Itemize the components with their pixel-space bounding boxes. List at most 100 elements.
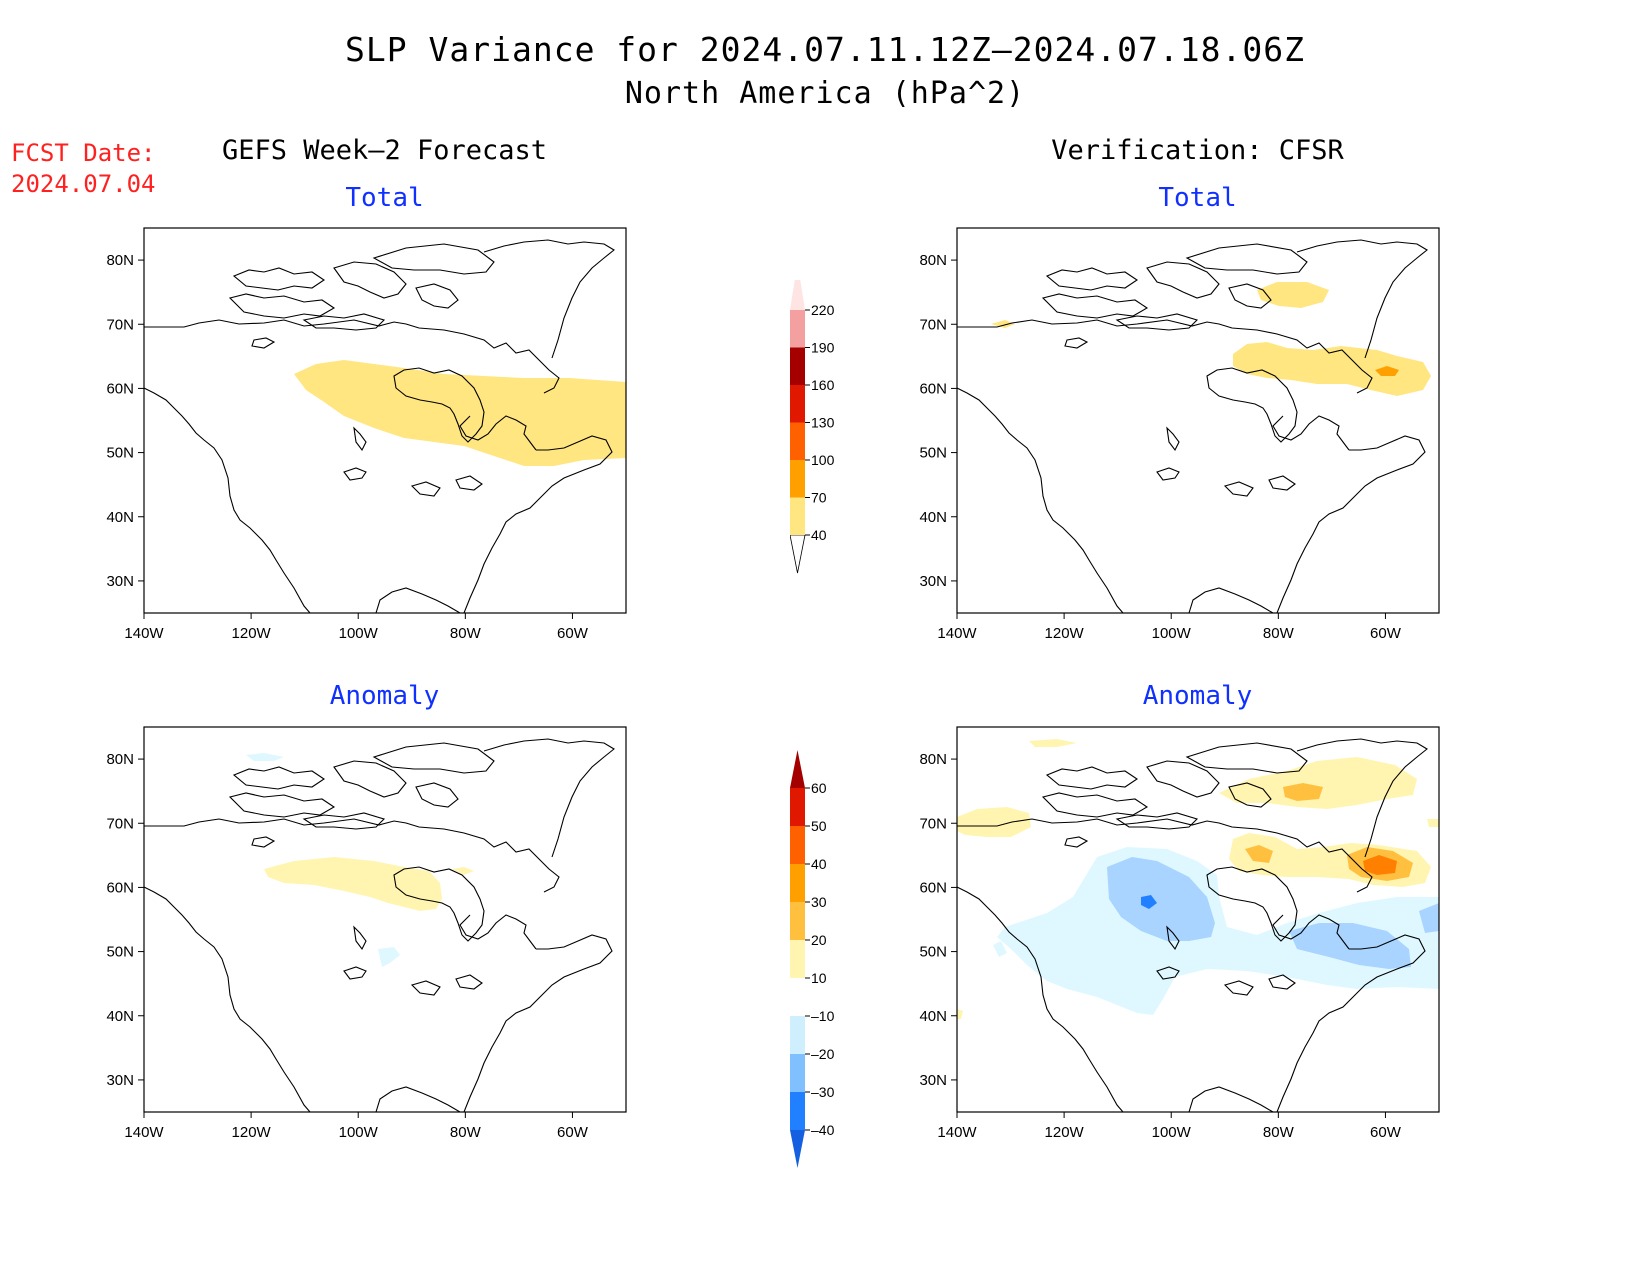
lat-tick-label: 50N	[919, 445, 947, 462]
anomaly-positive-region	[957, 807, 1031, 837]
variance-40-70-region	[294, 360, 626, 466]
map-plot-area	[957, 738, 1439, 1112]
lon-tick-label: 140W	[124, 1124, 164, 1141]
coastline	[1041, 792, 1149, 818]
map-frame	[956, 726, 1440, 1113]
lat-tick-label: 80N	[919, 252, 947, 269]
lon-tick-label: 100W	[1152, 1124, 1192, 1141]
coastline	[393, 367, 485, 443]
coastline	[1206, 866, 1298, 942]
coastline	[1045, 766, 1138, 790]
lon-tick-label: 60W	[557, 625, 589, 642]
lat-tick-label: 70N	[919, 316, 947, 333]
anomaly-30-40-negative-region	[1141, 895, 1157, 909]
anomaly-negative-region	[993, 941, 1007, 957]
lon-tick-label: 80W	[450, 625, 482, 642]
coastline	[1223, 980, 1254, 996]
coastline	[251, 836, 276, 848]
colorbar-label: –20	[811, 1046, 835, 1062]
coastline	[1276, 934, 1426, 1112]
anomaly-negative-region	[246, 753, 284, 761]
variance-40-70-region	[1233, 342, 1431, 396]
lat-tick-label: 30N	[106, 1072, 134, 1089]
lon-tick-label: 140W	[937, 625, 977, 642]
coastline	[302, 313, 386, 331]
forecast-total-map: 140W 120W 100W 80W 60W 80N 70N 60N 50N 40N 30N	[106, 227, 627, 642]
forecast-anomaly-map: 140W 120W 100W 80W 60W 80N 70N 60N 50N 40N 30N	[106, 726, 627, 1141]
coastline	[1268, 475, 1296, 491]
coastline	[353, 426, 367, 452]
coastline	[1156, 966, 1180, 980]
anomaly-positive-region	[452, 867, 474, 875]
lat-tick-label: 70N	[919, 815, 947, 832]
coastline	[228, 293, 336, 319]
map-frame	[143, 726, 627, 1113]
colorbar-label: 40	[811, 527, 827, 543]
map-plot-area	[144, 738, 615, 1112]
coastline	[333, 760, 407, 798]
coastline	[483, 239, 615, 359]
colorbar-box	[790, 385, 805, 423]
coastline	[232, 267, 325, 291]
variance-40-70-region	[991, 320, 1015, 328]
map-frame	[956, 227, 1440, 614]
lat-tick-label: 80N	[919, 751, 947, 768]
coastline	[415, 782, 459, 808]
coastline	[1185, 742, 1308, 774]
colorbar-label: 30	[811, 894, 827, 910]
anomaly-negative-region	[378, 947, 400, 967]
coastline	[1064, 836, 1089, 848]
lat-tick-label: 70N	[106, 815, 134, 832]
forecast-total-title: Total	[345, 183, 424, 213]
anomaly-positive-region	[1219, 757, 1417, 809]
coastline	[1223, 481, 1254, 497]
coastline	[1272, 914, 1350, 950]
coastline	[1115, 313, 1199, 331]
colorbar-label: 50	[811, 818, 827, 834]
anomaly-20-30-region	[1283, 783, 1323, 801]
coastline	[1041, 293, 1149, 319]
coastline	[372, 742, 495, 774]
coastline	[463, 934, 613, 1112]
coastline	[144, 818, 560, 893]
lat-tick-label: 70N	[106, 316, 134, 333]
forecast-anomaly-title: Anomaly	[329, 681, 440, 711]
anomaly-20-30-region	[1245, 845, 1273, 863]
coastline	[1268, 974, 1296, 990]
lon-tick-label: 100W	[1152, 625, 1192, 642]
coastline	[1146, 760, 1220, 798]
coastline	[459, 914, 537, 950]
colorbar-label: 220	[811, 302, 835, 318]
fcst-label: FCST Date:	[11, 139, 156, 167]
coastline	[957, 387, 1124, 613]
coastline	[1185, 243, 1308, 275]
coastline	[957, 818, 1373, 893]
colorbar-label: –10	[811, 1008, 835, 1024]
lat-tick-label: 50N	[106, 944, 134, 961]
colorbar-label: 20	[811, 932, 827, 948]
coastline	[1272, 415, 1350, 451]
variance-40-70-region	[1257, 282, 1329, 308]
anomaly-positive-region	[1029, 739, 1077, 747]
coastline	[957, 886, 1124, 1112]
coastline	[1228, 782, 1272, 808]
lat-tick-label: 50N	[106, 445, 134, 462]
anomaly-positive-region	[957, 1009, 963, 1019]
colorbar-box	[790, 978, 805, 1016]
colorbar-box	[790, 497, 805, 535]
coastline	[232, 766, 325, 790]
coastline	[228, 792, 336, 818]
lat-tick-label: 40N	[919, 1008, 947, 1025]
coastline	[144, 886, 311, 1112]
coastline	[455, 974, 483, 990]
coastlines	[957, 239, 1428, 613]
lat-tick-label: 30N	[919, 1072, 947, 1089]
coastline	[1166, 925, 1180, 951]
coastline	[1206, 367, 1298, 443]
colorbar-box	[790, 902, 805, 940]
colorbar-box	[790, 460, 805, 498]
coastline	[483, 738, 615, 858]
colorbar-box	[790, 1016, 805, 1054]
lon-tick-label: 60W	[1370, 1124, 1402, 1141]
coastline	[957, 319, 1373, 394]
